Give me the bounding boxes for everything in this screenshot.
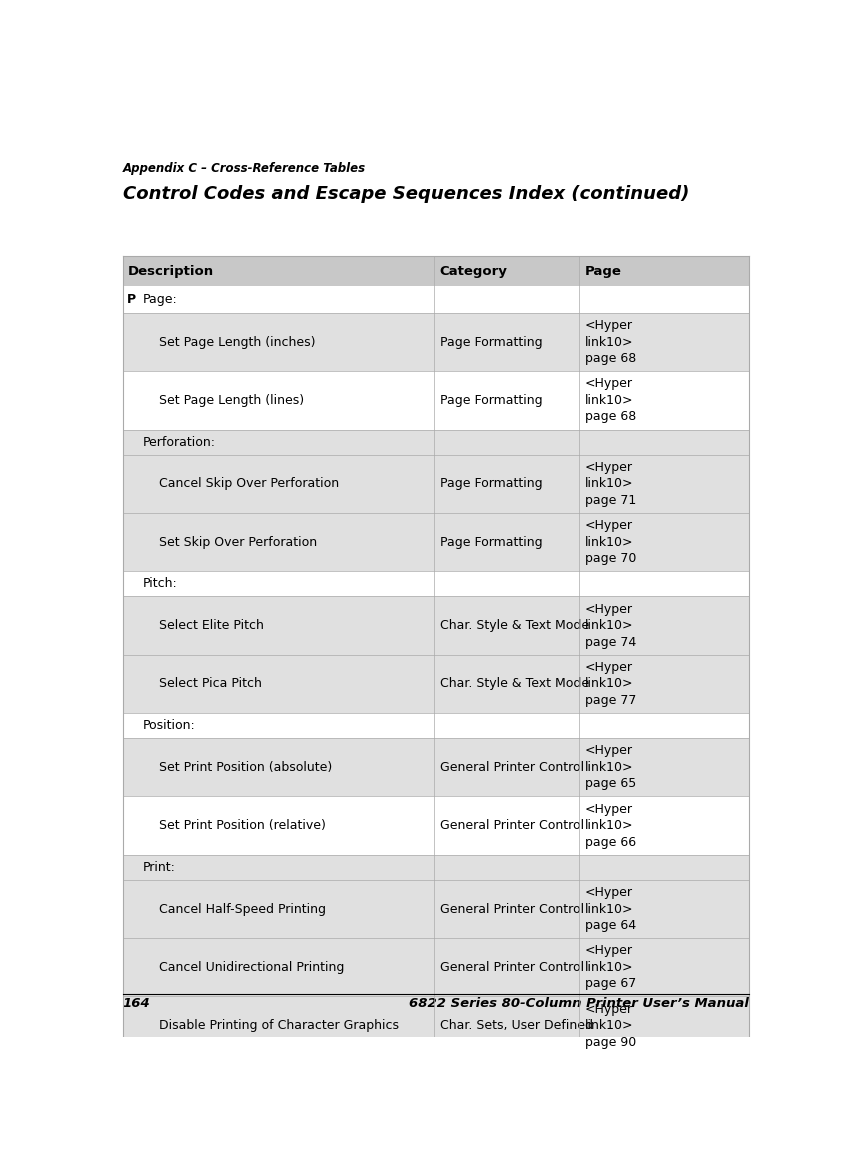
Bar (122, 713, 749, 739)
Text: Page Formatting: Page Formatting (439, 536, 542, 549)
Text: Appendix C – Cross-Reference Tables: Appendix C – Cross-Reference Tables (122, 162, 366, 175)
Text: <Hyper
link10>
page 71: <Hyper link10> page 71 (585, 461, 636, 507)
Text: Char. Style & Text Mode: Char. Style & Text Mode (439, 677, 589, 691)
Bar (122, 454, 749, 513)
Text: Category: Category (439, 264, 507, 277)
Bar (122, 372, 749, 430)
Text: General Printer Control: General Printer Control (439, 903, 584, 916)
Text: Set Print Position (relative): Set Print Position (relative) (159, 819, 326, 832)
Text: Page:: Page: (143, 292, 178, 306)
Text: 6822 Series 80-Column Printer User’s Manual: 6822 Series 80-Column Printer User’s Man… (409, 997, 749, 1010)
Text: Select Elite Pitch: Select Elite Pitch (159, 619, 264, 633)
Text: Set Print Position (absolute): Set Print Position (absolute) (159, 761, 332, 774)
Bar (122, 739, 749, 797)
Bar (122, 797, 749, 855)
Bar (122, 513, 749, 571)
Text: Perforation:: Perforation: (143, 436, 216, 449)
Text: Page Formatting: Page Formatting (439, 336, 542, 348)
Text: Set Page Length (lines): Set Page Length (lines) (159, 394, 304, 407)
Text: Cancel Half-Speed Printing: Cancel Half-Speed Printing (159, 903, 326, 916)
Bar (122, 287, 749, 313)
Text: <Hyper
link10>
page 68: <Hyper link10> page 68 (585, 377, 636, 423)
Text: Control Codes and Escape Sequences Index (continued): Control Codes and Escape Sequences Index… (122, 185, 689, 203)
Text: <Hyper
link10>
page 64: <Hyper link10> page 64 (585, 887, 636, 932)
Text: Pitch:: Pitch: (143, 578, 178, 591)
Text: Select Pica Pitch: Select Pica Pitch (159, 677, 262, 691)
Bar (122, 996, 749, 1054)
Text: Position:: Position: (143, 719, 196, 732)
Text: <Hyper
link10>
page 90: <Hyper link10> page 90 (585, 1003, 636, 1048)
Bar (122, 855, 749, 880)
Text: Print:: Print: (143, 861, 175, 874)
Text: <Hyper
link10>
page 68: <Hyper link10> page 68 (585, 319, 636, 365)
Text: <Hyper
link10>
page 66: <Hyper link10> page 66 (585, 803, 636, 848)
Text: Page: Page (585, 264, 621, 277)
Bar (122, 256, 749, 287)
Text: <Hyper
link10>
page 70: <Hyper link10> page 70 (585, 520, 636, 565)
Text: <Hyper
link10>
page 77: <Hyper link10> page 77 (585, 661, 636, 707)
Text: Cancel Skip Over Perforation: Cancel Skip Over Perforation (159, 478, 339, 490)
Text: General Printer Control: General Printer Control (439, 961, 584, 974)
Bar (122, 571, 749, 596)
Text: <Hyper
link10>
page 74: <Hyper link10> page 74 (585, 602, 636, 649)
Text: <Hyper
link10>
page 67: <Hyper link10> page 67 (585, 945, 636, 990)
Text: Set Skip Over Perforation: Set Skip Over Perforation (159, 536, 317, 549)
Text: P: P (127, 292, 136, 306)
Text: General Printer Control: General Printer Control (439, 819, 584, 832)
Text: Char. Style & Text Mode: Char. Style & Text Mode (439, 619, 589, 633)
Text: 164: 164 (122, 997, 150, 1010)
Text: Description: Description (128, 264, 214, 277)
Bar (122, 313, 749, 372)
Text: Set Page Length (inches): Set Page Length (inches) (159, 336, 315, 348)
Text: <Hyper
link10>
page 65: <Hyper link10> page 65 (585, 744, 636, 790)
Text: General Printer Control: General Printer Control (439, 761, 584, 774)
Bar (122, 596, 749, 655)
Text: Cancel Unidirectional Printing: Cancel Unidirectional Printing (159, 961, 344, 974)
Text: Disable Printing of Character Graphics: Disable Printing of Character Graphics (159, 1019, 399, 1032)
Text: Page Formatting: Page Formatting (439, 478, 542, 490)
Bar (122, 938, 749, 996)
Bar (122, 655, 749, 713)
Text: Page Formatting: Page Formatting (439, 394, 542, 407)
Text: Char. Sets, User Defined: Char. Sets, User Defined (439, 1019, 592, 1032)
Bar (122, 430, 749, 454)
Bar (122, 880, 749, 938)
